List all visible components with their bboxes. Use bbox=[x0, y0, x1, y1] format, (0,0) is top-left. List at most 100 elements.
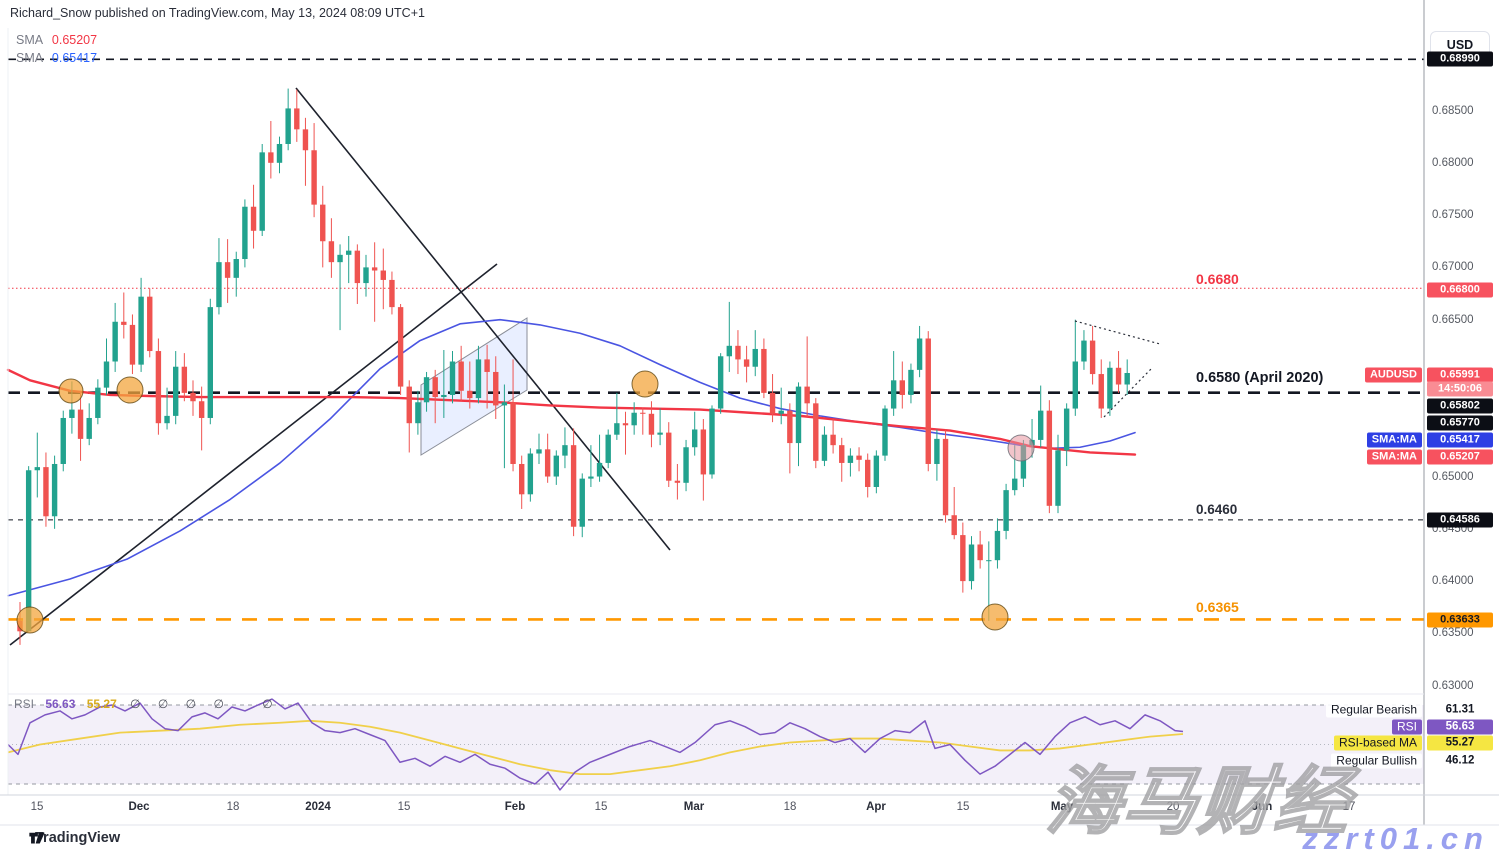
time-tick-label: 15 bbox=[956, 801, 970, 813]
candle-body bbox=[34, 467, 40, 471]
candle-body bbox=[397, 307, 404, 387]
price-tick-label: 0.67500 bbox=[1432, 209, 1474, 222]
pennant-dotted-line bbox=[1103, 367, 1153, 418]
candle-body bbox=[276, 143, 283, 163]
time-tick-label: Jun bbox=[1251, 801, 1273, 813]
price-axis-value-chip: 0.65770 bbox=[1427, 415, 1493, 431]
tradingview-brand[interactable]: TradingView bbox=[28, 830, 120, 846]
candle-body bbox=[449, 361, 456, 395]
candle-body bbox=[164, 415, 170, 424]
candle-body bbox=[692, 429, 698, 448]
candle-body bbox=[363, 267, 369, 284]
candle-body bbox=[77, 409, 84, 439]
candle-body bbox=[311, 150, 317, 205]
price-tick-label: 0.68000 bbox=[1432, 156, 1474, 169]
highlight-circle bbox=[116, 376, 144, 404]
candle-body bbox=[916, 338, 923, 370]
sma-label: SMA bbox=[16, 51, 43, 65]
highlight-circle bbox=[1007, 434, 1035, 462]
candle-body bbox=[700, 429, 707, 475]
candle-body bbox=[259, 152, 265, 231]
price-axis-value-chip: 0.66800 bbox=[1427, 282, 1493, 298]
candle-body bbox=[804, 386, 810, 404]
candle-body bbox=[112, 321, 118, 362]
price-tick-label: 0.67000 bbox=[1432, 261, 1474, 274]
candle-body bbox=[354, 250, 361, 284]
candle-body bbox=[795, 386, 802, 444]
candle-body bbox=[441, 394, 447, 398]
candle-body bbox=[743, 359, 750, 367]
candle-body bbox=[596, 462, 603, 477]
candle-body bbox=[43, 467, 49, 517]
candle-body bbox=[380, 270, 386, 280]
candle-body bbox=[735, 345, 741, 360]
candle-body bbox=[614, 423, 620, 435]
candle-body bbox=[890, 380, 897, 409]
candle-body bbox=[761, 348, 767, 393]
candle-body bbox=[709, 408, 715, 475]
rsi-row-label: RSI-based MA bbox=[1333, 735, 1422, 751]
candle-body bbox=[865, 459, 871, 487]
time-tick-label: 20 bbox=[1166, 801, 1180, 813]
price-level-annotation: 0.6365 bbox=[1196, 599, 1239, 615]
candle-body bbox=[207, 307, 213, 418]
candle-body bbox=[155, 351, 162, 424]
highlight-circle bbox=[58, 378, 84, 404]
candle-body bbox=[873, 455, 880, 487]
sma-value-blue: 0.65417 bbox=[51, 51, 98, 65]
candle-body bbox=[250, 206, 257, 231]
highlight-circle bbox=[16, 606, 44, 634]
candle-body bbox=[657, 432, 663, 435]
candle-body bbox=[519, 463, 525, 495]
candle-body bbox=[1098, 374, 1104, 409]
candle-body bbox=[147, 296, 153, 352]
time-tick-label: 2024 bbox=[305, 801, 331, 813]
flag-pattern bbox=[420, 317, 528, 456]
sma-legend-row-red: SMA 0.65207 bbox=[16, 33, 97, 47]
candle-body bbox=[622, 423, 629, 426]
time-tick-label: May bbox=[1050, 801, 1074, 813]
candle-body bbox=[1089, 340, 1096, 375]
price-tick-label: 0.66500 bbox=[1432, 313, 1474, 326]
candle-body bbox=[233, 259, 239, 278]
price-axis-value-chip: 0.65802 bbox=[1427, 398, 1493, 414]
candle-body bbox=[752, 348, 758, 367]
candle-body bbox=[882, 408, 888, 456]
time-tick-label: 15 bbox=[30, 801, 44, 813]
price-axis-value-chip: 0.64586 bbox=[1427, 512, 1493, 528]
highlight-circle bbox=[981, 603, 1009, 631]
rsi-legend-title: RSI bbox=[14, 697, 35, 711]
candle-body bbox=[1055, 450, 1061, 506]
candle-body bbox=[951, 515, 957, 536]
candle-body bbox=[432, 377, 438, 398]
candle-body bbox=[493, 371, 499, 406]
time-tick-label: 15 bbox=[594, 801, 608, 813]
time-tick-label: Dec bbox=[128, 801, 150, 813]
rsi-legend-value: 56.63 bbox=[45, 697, 76, 711]
tradingview-brand-text: TradingView bbox=[35, 830, 121, 846]
candle-body bbox=[778, 410, 784, 414]
time-tick-label: Feb bbox=[504, 801, 526, 813]
series-symbol-chip: SMA:MA bbox=[1366, 432, 1422, 448]
rsi-row-value: 56.63 bbox=[1427, 719, 1493, 735]
candle-body bbox=[839, 445, 845, 463]
rsi-legend: RSI 56.63 55.27 ∅ ∅ ∅ ∅ ∅ bbox=[14, 697, 280, 711]
price-axis-value-chip: 0.68990 bbox=[1427, 51, 1493, 67]
candle-body bbox=[242, 206, 248, 260]
highlight-circle bbox=[631, 370, 659, 398]
candle-body bbox=[95, 387, 101, 418]
candle-body bbox=[977, 544, 983, 561]
candle-body bbox=[562, 445, 568, 456]
candle-body bbox=[501, 402, 508, 406]
candle-body bbox=[666, 432, 672, 481]
candle-body bbox=[1038, 410, 1044, 440]
candle-body bbox=[1124, 373, 1130, 385]
candle-body bbox=[1046, 410, 1053, 506]
candle-body bbox=[717, 356, 724, 409]
rsi-row-label: Regular Bullish bbox=[1331, 753, 1422, 769]
price-axis-value-chip: 0.65207 bbox=[1427, 449, 1493, 465]
time-tick-label: Apr bbox=[866, 801, 886, 813]
candle-body bbox=[138, 296, 144, 365]
candle-body bbox=[640, 412, 646, 414]
